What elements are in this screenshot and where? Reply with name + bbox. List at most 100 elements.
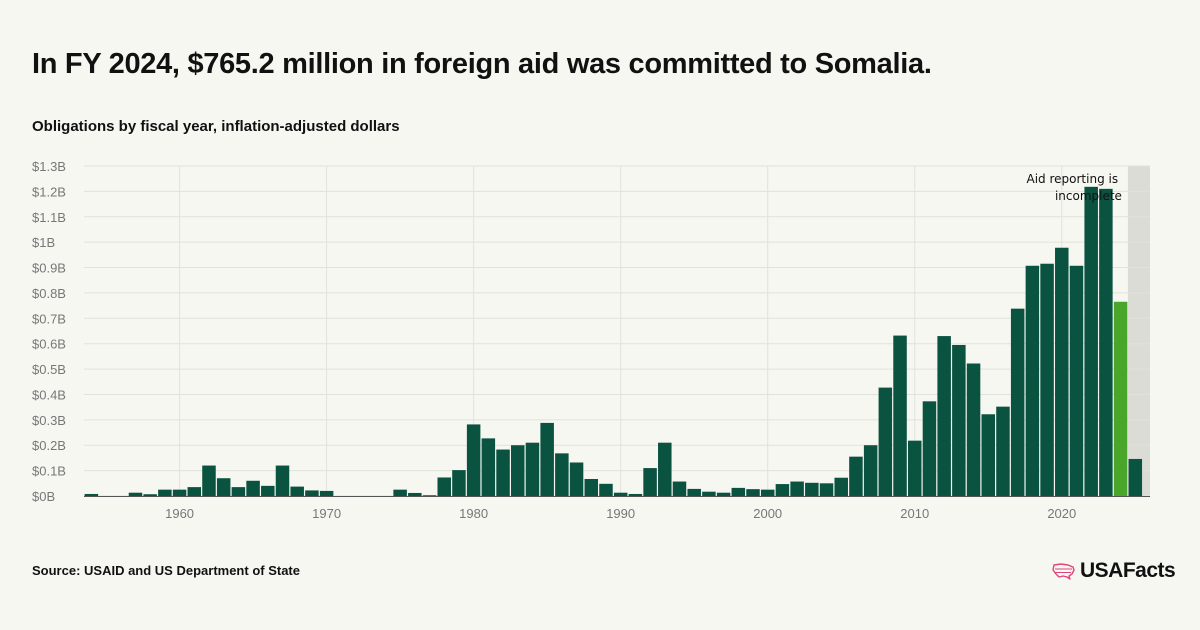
bar-2002 <box>790 481 804 496</box>
bar-1978 <box>437 477 451 496</box>
bar-1976 <box>408 492 422 496</box>
bar-2013 <box>952 344 966 496</box>
brand-name: USAFacts <box>1080 559 1176 582</box>
chart-title: In FY 2024, $765.2 million in foreign ai… <box>32 48 932 80</box>
x-tick-label: 2000 <box>753 506 782 521</box>
bar-1990 <box>613 492 628 496</box>
bar-1979 <box>452 470 466 496</box>
bar-2006 <box>849 456 863 496</box>
bar-1997 <box>716 492 731 496</box>
y-tick-label: $1B <box>32 235 55 250</box>
bar-1959 <box>158 489 172 496</box>
bar-1985 <box>540 422 554 496</box>
bar-1981 <box>481 438 496 496</box>
bar-1965 <box>246 480 260 496</box>
bar-series <box>84 186 1143 497</box>
bar-1991 <box>628 493 643 496</box>
bar-1992 <box>643 468 657 496</box>
bar-1954 <box>84 493 99 496</box>
x-tick-label: 2010 <box>900 506 929 521</box>
bar-2007 <box>863 445 878 496</box>
bar-2001 <box>775 484 790 496</box>
bar-2005 <box>834 477 848 496</box>
bar-2003 <box>805 482 819 496</box>
y-tick-label: $0.7B <box>32 311 66 326</box>
bar-1980 <box>466 424 481 496</box>
bar-2011 <box>922 401 937 496</box>
bar-2024 <box>1113 301 1128 496</box>
bar-1996 <box>702 491 716 496</box>
bar-1958 <box>143 494 157 496</box>
y-tick-label: $1.3B <box>32 159 66 174</box>
incomplete-data-shade <box>1127 166 1150 496</box>
x-tick-label: 1990 <box>606 506 635 521</box>
y-tick-label: $0.6B <box>32 337 66 352</box>
bar-2015 <box>981 414 996 496</box>
bar-1961 <box>187 487 202 496</box>
x-tick-label: 1960 <box>165 506 194 521</box>
bar-1964 <box>231 487 246 496</box>
bar-1957 <box>128 492 143 496</box>
bar-2009 <box>893 335 907 496</box>
bar-1982 <box>496 449 510 496</box>
note-line-1: Aid reporting is <box>1027 172 1119 186</box>
brand-logo: USAFacts <box>1052 559 1176 583</box>
bar-1969 <box>305 490 319 496</box>
incomplete-reporting-note: Aid reporting is incomplete <box>1027 172 1122 203</box>
bar-2010 <box>907 440 922 496</box>
x-tick-label: 1980 <box>459 506 488 521</box>
bar-1999 <box>746 489 760 496</box>
bar-2004 <box>819 483 834 496</box>
bar-1989 <box>599 483 613 496</box>
bar-1993 <box>658 442 672 496</box>
x-tick-label: 1970 <box>312 506 341 521</box>
bar-2025 <box>1128 458 1143 496</box>
bar-1987 <box>569 462 584 496</box>
note-line-2: incomplete <box>1055 189 1122 203</box>
y-tick-label: $1.2B <box>32 184 66 199</box>
x-axis-tick-labels: 1960 1970 1980 1990 2000 2010 2020 <box>165 506 1076 521</box>
y-tick-label: $1.1B <box>32 210 66 225</box>
y-tick-label: $0.3B <box>32 413 66 428</box>
bar-2016 <box>996 406 1010 496</box>
y-axis-tick-labels: $0B $0.1B $0.2B $0.3B $0.4B $0.5B $0.6B $0.7B $0… <box>32 159 66 504</box>
y-tick-label: $0.4B <box>32 387 66 402</box>
bar-2023 <box>1099 188 1113 496</box>
y-tick-label: $0B <box>32 489 55 504</box>
bar-1994 <box>672 481 687 496</box>
bar-1988 <box>584 478 599 496</box>
bar-1995 <box>687 488 701 496</box>
chart-subtitle: Obligations by fiscal year, inflation-ad… <box>32 118 400 135</box>
bar-1986 <box>555 453 569 496</box>
bar-1966 <box>261 485 275 496</box>
bar-1963 <box>216 478 231 496</box>
y-tick-label: $0.5B <box>32 362 66 377</box>
bar-2021 <box>1069 265 1084 496</box>
source-note: Source: USAID and US Department of State <box>32 563 300 578</box>
x-tick-label: 2020 <box>1047 506 1076 521</box>
y-tick-label: $0.9B <box>32 261 66 276</box>
bar-2020 <box>1055 247 1069 496</box>
bar-1960 <box>172 489 187 496</box>
bar-1983 <box>511 445 525 496</box>
bar-1975 <box>393 489 407 496</box>
bar-2022 <box>1084 186 1098 497</box>
bar-2019 <box>1040 263 1054 496</box>
bar-1970 <box>319 490 334 496</box>
bar-2018 <box>1025 265 1040 496</box>
bar-2017 <box>1010 308 1025 496</box>
bar-1962 <box>202 465 216 496</box>
bar-1998 <box>731 487 746 496</box>
bar-1968 <box>290 486 304 496</box>
y-tick-label: $0.8B <box>32 286 66 301</box>
us-map-icon <box>1052 563 1075 580</box>
bar-2000 <box>760 489 775 496</box>
bar-2014 <box>966 363 981 496</box>
bar-1984 <box>525 442 540 496</box>
bar-2008 <box>878 387 893 496</box>
bar-2012 <box>937 336 951 496</box>
bar-1977 <box>422 495 437 496</box>
y-tick-label: $0.1B <box>32 464 66 479</box>
bar-1967 <box>275 465 290 496</box>
